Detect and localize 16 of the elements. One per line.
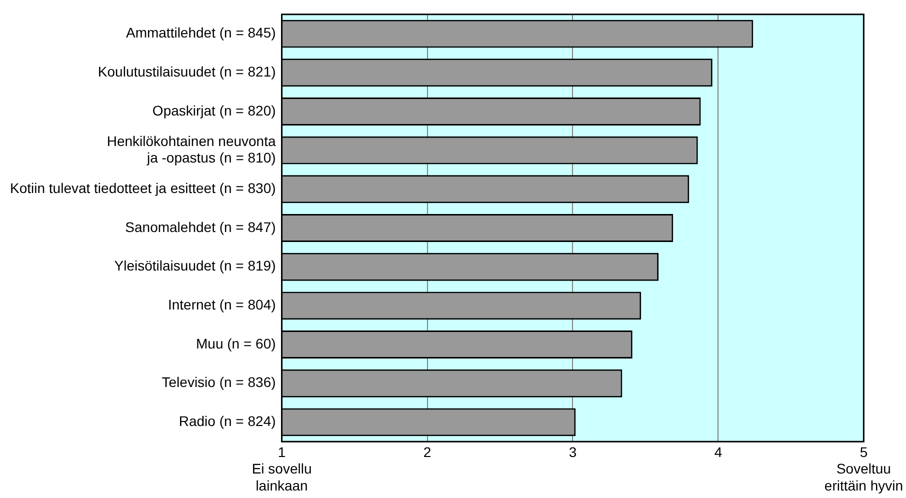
x-tick-label: 2 (423, 444, 432, 460)
y-tick-label: Yleisötilaisuudet (n = 819) (114, 258, 276, 274)
y-tick-label: Opaskirjat (n = 820) (152, 102, 276, 118)
x-tick-label: 4 (714, 444, 722, 460)
y-tick-label: Kotiin tulevat tiedotteet ja esitteet (n = 830) (10, 180, 276, 196)
x-tick-label: 3 (568, 444, 577, 460)
y-tick-label: Radio (n = 824) (178, 413, 276, 430)
y-tick-label: Henkilökohtainen neuvonta ja -opastus (n = 810) (106, 132, 276, 166)
x-tick-label: 1 Ei sovellu lainkaan (252, 444, 312, 494)
y-tick-label: Muu (n = 60) (196, 335, 276, 352)
y-tick-label: Ammattilehdet (n = 845) (126, 24, 276, 41)
y-tick-label: Koulutustilaisuudet (n = 821) (98, 64, 276, 80)
y-tick-label: Internet (n = 804) (168, 296, 276, 313)
x-tick-label: 5 Soveltuu erittäin hyvin (824, 444, 903, 494)
y-tick-label: Televisio (n = 836) (162, 374, 276, 390)
y-tick-label: Sanomalehdet (n = 847) (125, 218, 276, 235)
